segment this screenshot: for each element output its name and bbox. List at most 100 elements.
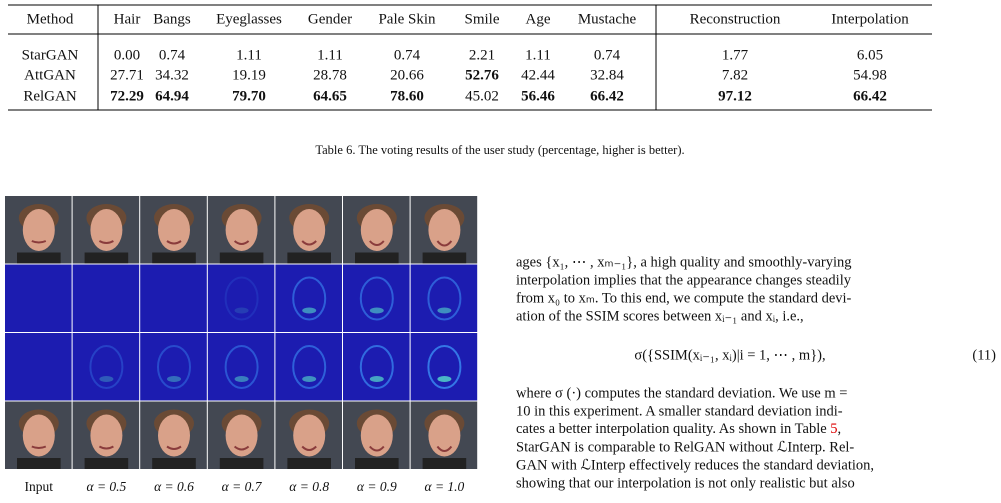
heat-spot [302,307,317,314]
table-cell: 97.12 [718,88,752,104]
face [22,414,55,457]
table-header: Method [27,11,74,27]
mouth [166,240,182,245]
body-line: showing that our interpolation is not on… [516,475,855,491]
heat-spot [369,307,384,314]
heat-spot [437,307,452,314]
table-cell: 1.11 [525,47,551,63]
table-cell: 1.11 [236,47,262,63]
heat-outline [89,345,124,389]
shirt [355,458,399,469]
mouth [369,240,385,246]
heatmap [72,333,140,401]
mouth [233,445,250,451]
table-cell: 54.98 [853,67,887,83]
heatmap [410,333,478,401]
table-cell: AttGAN [24,67,76,83]
table-cell: 42.44 [521,67,555,83]
heat-spot [369,376,384,382]
figure-label: α = 0.6 [154,479,194,494]
heatmap [275,333,342,401]
heat-outline [157,345,191,389]
figure-label: α = 0.5 [86,479,126,494]
face [225,209,258,251]
face [360,209,393,251]
table-header: Eyeglasses [216,11,282,27]
heat-spot [167,376,181,382]
shirt [152,252,196,264]
heat-spot [302,376,317,382]
heat-outline [224,345,259,389]
shirt [422,252,467,264]
heatmap [72,264,140,332]
heat-spot [99,376,114,382]
face [158,414,190,457]
face [293,209,326,251]
face [225,414,258,457]
body-text: , [838,421,842,437]
table-caption: Table 6. The voting results of the user … [315,143,684,157]
body-text: cates a better interpolation quality. As… [516,421,830,437]
table-cell: 79.70 [232,88,266,104]
mouth [301,445,317,451]
table-cell: 28.78 [313,67,347,83]
heatmap [207,333,275,401]
mouth [301,240,317,246]
table-cell: 66.42 [853,88,887,104]
body-line: where σ (·) computes the standard deviat… [516,385,847,401]
table-cell: 34.32 [155,67,189,83]
shirt [422,458,467,469]
body-line: from x₀ to xₘ. To this end, we compute t… [516,290,852,306]
table-cell: 52.76 [465,67,499,83]
heat-outline [224,276,259,321]
heat-outline [427,276,462,321]
heat-outline [292,276,327,321]
table-header: Interpolation [831,11,909,27]
table-cell: 32.84 [590,67,624,83]
mouth [31,240,47,244]
table-cell: 6.05 [857,47,883,63]
heat-spot [437,376,452,382]
mouth [98,240,114,244]
face [22,209,55,251]
face [428,414,461,457]
figure-label: α = 0.9 [357,479,397,494]
table-header: Reconstruction [690,11,781,27]
face [90,209,123,251]
table-cell: 78.60 [390,88,424,104]
shirt [84,458,129,469]
table-header: Bangs [153,11,191,27]
table-header: Gender [308,11,352,27]
mouth [31,445,47,449]
shirt [17,458,61,469]
table-cell: 1.11 [317,47,343,63]
body-line: interpolation implies that the appearanc… [516,272,852,288]
heat-outline [359,276,394,321]
heatmap [207,264,275,332]
mouth [233,240,250,245]
table-header: Pale Skin [378,11,436,27]
heatmap [275,264,342,332]
heat-outline [292,345,327,389]
mouth [436,240,453,247]
figure-grid [5,196,478,469]
heat-spot [234,376,249,382]
heatmap [5,333,72,401]
shirt [152,458,196,469]
body-line: ages {x₁, ⋯ , xₘ₋₁}, a high quality and … [516,254,852,270]
table-cell: 0.74 [594,47,621,63]
table-cell: 72.29 [110,88,144,104]
face [360,414,393,457]
table-cell: 0.00 [114,47,140,63]
mouth [369,445,385,452]
body-line: ation of the SSIM scores between xᵢ₋₁ an… [516,308,804,324]
figure-label: Input [25,479,54,494]
face [90,414,123,457]
table-cell: 1.77 [722,47,749,63]
table-header: Age [526,11,551,27]
face [428,209,461,251]
heat-spot [234,307,249,314]
table-reference[interactable]: 5 [830,421,837,437]
table-cell: 66.42 [590,88,624,104]
